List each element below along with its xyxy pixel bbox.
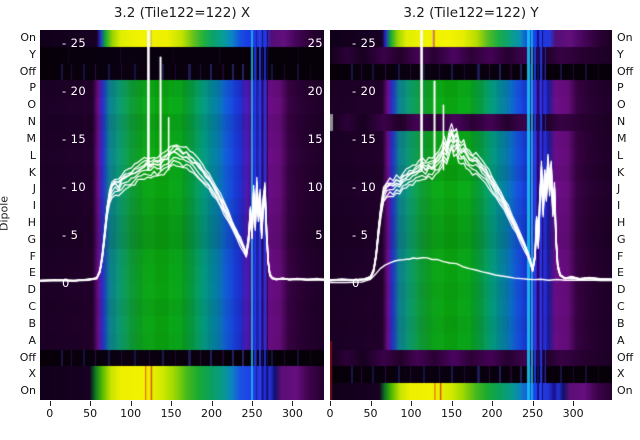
x-tick-mark — [532, 401, 534, 406]
dipole-label-right: H — [617, 216, 626, 229]
dipole-label-right: A — [617, 333, 625, 347]
dipole-label-right: On — [617, 31, 633, 44]
dipole-label-left: K — [28, 165, 36, 179]
dipole-label-right: I — [617, 199, 621, 213]
x-tick-mark — [130, 401, 132, 406]
dipole-label-right: L — [617, 148, 624, 162]
x-tick-label: 100 — [120, 407, 142, 420]
dipole-label-left: M — [26, 131, 37, 145]
dipole-label-left: I — [32, 199, 36, 213]
dipole-label-right: On — [617, 384, 633, 398]
dipole-label-left: Off — [19, 350, 36, 364]
dipole-label-left: G — [27, 232, 36, 246]
dipole-label-left: C — [28, 300, 36, 314]
dipole-label-right: J — [617, 182, 621, 196]
dipole-label-right: Y — [617, 47, 624, 61]
x-tick-mark — [573, 401, 575, 406]
x-tick-label: 250 — [241, 407, 263, 420]
dipole-label-left: Y — [29, 47, 36, 61]
dipole-label-left: L — [29, 148, 36, 162]
dipole-label-left: X — [28, 367, 36, 381]
x-tick-mark — [90, 401, 92, 406]
dipole-label-left: F — [29, 249, 36, 263]
heatmap-panel-x — [40, 30, 324, 400]
dipole-label-left: O — [27, 98, 36, 112]
x-tick-mark — [211, 401, 213, 406]
x-tick-mark — [451, 401, 453, 406]
x-tick-label: 100 — [400, 407, 422, 420]
x-tick-label: 150 — [160, 407, 182, 420]
x-tick-label: 0 — [46, 407, 54, 420]
dipole-label-left: A — [28, 333, 36, 347]
dipole-label-right: F — [617, 249, 624, 263]
dipole-label-left: H — [27, 216, 36, 229]
dipole-label-right: E — [617, 266, 624, 280]
right-panel-title: 3.2 (Tile122=122) Y — [403, 5, 539, 21]
dipole-label-left: D — [27, 283, 36, 297]
dipole-label-left: On — [20, 31, 36, 44]
dipole-label-right: M — [617, 131, 627, 145]
dipole-label-right: G — [617, 232, 626, 246]
dipole-label-left: N — [27, 115, 36, 129]
x-tick-label: 300 — [562, 407, 584, 420]
dipole-label-right: D — [617, 283, 626, 297]
x-tick-mark — [370, 401, 372, 406]
dipole-label-right: O — [617, 98, 626, 112]
dipole-label-right: B — [617, 316, 625, 330]
dipole-label-right: N — [617, 115, 626, 129]
x-tick-label: 0 — [326, 407, 334, 420]
x-tick-mark — [492, 401, 494, 406]
dipole-label-right: X — [617, 367, 625, 381]
dipole-label-left: Off — [19, 64, 36, 78]
dipole-label-right: P — [617, 81, 624, 95]
dipole-label-left: J — [32, 182, 36, 196]
x-tick-label: 300 — [281, 407, 303, 420]
x-tick-mark — [411, 401, 413, 406]
dipole-label-right: Off — [617, 350, 634, 364]
dipole-label-right: K — [617, 165, 625, 179]
x-tick-mark — [292, 401, 294, 406]
dipole-label-left: E — [29, 266, 36, 280]
left-panel-title: 3.2 (Tile122=122) X — [113, 5, 251, 21]
dipole-labels-right: On Y Off P O N M L K J I H G F E D C B A Off X On — [617, 30, 640, 400]
x-tick-mark — [251, 401, 253, 406]
dipole-label-left: On — [20, 384, 36, 398]
x-tick-label: 50 — [83, 407, 98, 420]
x-tick-label: 150 — [441, 407, 463, 420]
x-tick-label: 250 — [522, 407, 544, 420]
x-tick-mark — [49, 401, 51, 406]
x-tick-mark — [171, 401, 173, 406]
x-tick-label: 200 — [201, 407, 223, 420]
dipole-label-right: C — [617, 300, 625, 314]
dipole-label-left: P — [29, 81, 36, 95]
heatmap-panel-y — [330, 30, 612, 400]
x-tick-mark — [330, 401, 331, 406]
dipole-labels-left: On Y Off P O N M L K J I H G F E D C B A Off X On — [0, 30, 36, 400]
x-tick-label: 50 — [363, 407, 378, 420]
dipole-label-right: Off — [617, 64, 634, 78]
x-tick-label: 200 — [481, 407, 503, 420]
dipole-label-left: B — [28, 316, 36, 330]
